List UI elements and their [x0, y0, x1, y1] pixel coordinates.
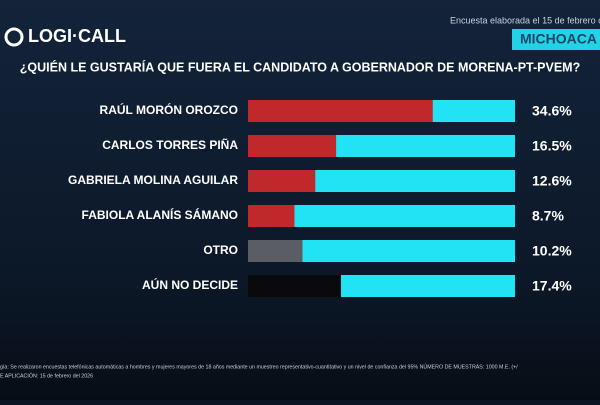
value-label: 12.6% — [532, 173, 572, 189]
category-label: CARLOS TORRES PIÑA — [102, 137, 238, 152]
bar-track — [248, 205, 515, 227]
bar — [248, 275, 341, 297]
brand: LOGI·CALL — [28, 26, 126, 46]
logo-icon — [4, 27, 24, 47]
category-label: RAÚL MORÓN OROZCO — [100, 102, 238, 117]
application: E APLICACIÓN: 15 de febrero del 2026 — [0, 372, 93, 379]
bar — [248, 100, 433, 122]
region: MICHOACA — [520, 31, 597, 47]
methodology: gía: Se realizaron encuestas telefónicas… — [0, 363, 518, 370]
category-label: FABIOLA ALANÍS SÁMANO — [82, 207, 238, 222]
category-label: GABRIELA MOLINA AGUILAR — [68, 173, 238, 187]
bar — [248, 240, 303, 262]
bar — [248, 205, 295, 227]
category-label: AÚN NO DECIDE — [142, 277, 238, 292]
date-note: Encuesta elaborada el 15 de febrero c — [450, 15, 600, 25]
bar — [248, 135, 337, 157]
chart-title: ¿QUIÉN LE GUSTARÍA QUE FUERA EL CANDIDAT… — [20, 59, 580, 74]
region-box — [512, 29, 600, 50]
bar — [248, 170, 316, 192]
category-label: OTRO — [203, 243, 238, 257]
bar-track — [248, 240, 515, 262]
value-label: 16.5% — [532, 138, 572, 154]
value-label: 10.2% — [532, 243, 572, 259]
value-label: 17.4% — [532, 278, 572, 294]
value-label: 8.7% — [532, 208, 564, 224]
value-label: 34.6% — [532, 103, 572, 119]
